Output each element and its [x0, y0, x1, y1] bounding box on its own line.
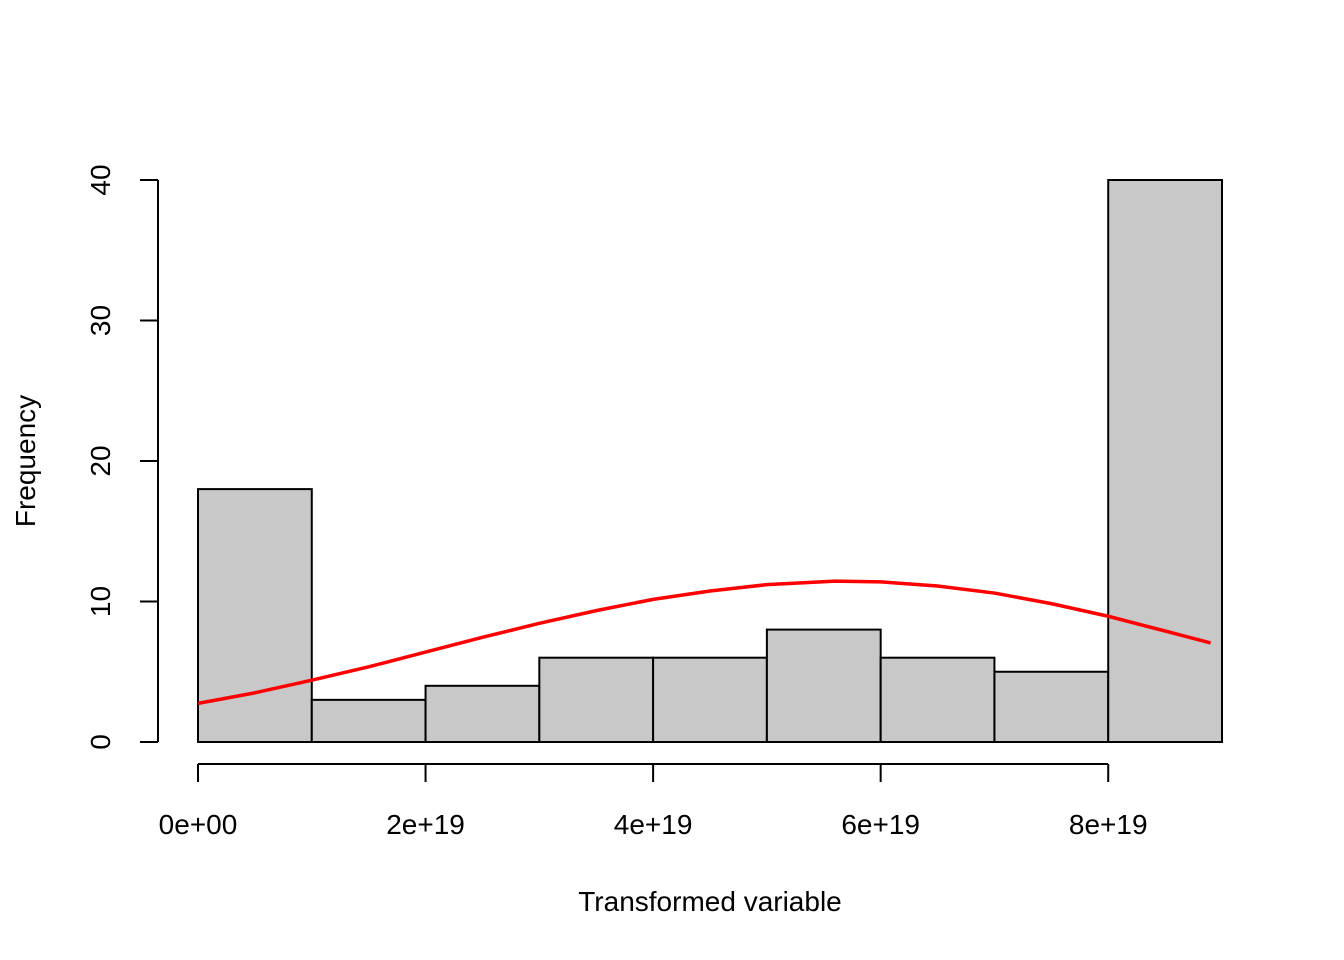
- y-tick-label: 30: [85, 305, 116, 336]
- x-tick-label: 6e+19: [841, 809, 920, 840]
- x-tick-label: 0e+00: [159, 809, 238, 840]
- histogram-bar-2: [310, 698, 427, 743]
- y-axis-title: Frequency: [10, 395, 41, 527]
- y-axis: 0 10 20 30 40: [85, 164, 159, 750]
- y-tick-label: 40: [85, 164, 116, 195]
- histogram-bar-4: [538, 656, 655, 744]
- histogram-bar-3: [424, 684, 541, 743]
- x-tick-label: 8e+19: [1069, 809, 1148, 840]
- histogram-bar-7: [879, 656, 996, 744]
- y-tick-label: 10: [85, 586, 116, 617]
- histogram-bar-5: [652, 656, 768, 744]
- density-curve: [197, 579, 1212, 706]
- x-tick-label: 2e+19: [386, 809, 465, 840]
- x-tick-label: 4e+19: [614, 809, 693, 840]
- histogram-bar-6: [765, 628, 882, 743]
- histogram-bar-8: [993, 670, 1110, 743]
- histogram-bar-1: [197, 488, 313, 743]
- x-axis: 0e+00 2e+19 4e+19 6e+19 8e+19: [159, 763, 1148, 840]
- y-tick-label: 0: [85, 734, 116, 750]
- histogram-bar-9: [1107, 179, 1223, 743]
- y-tick-label: 20: [85, 445, 116, 476]
- x-axis-title: Transformed variable: [578, 886, 842, 917]
- histogram-bars: [197, 179, 1223, 744]
